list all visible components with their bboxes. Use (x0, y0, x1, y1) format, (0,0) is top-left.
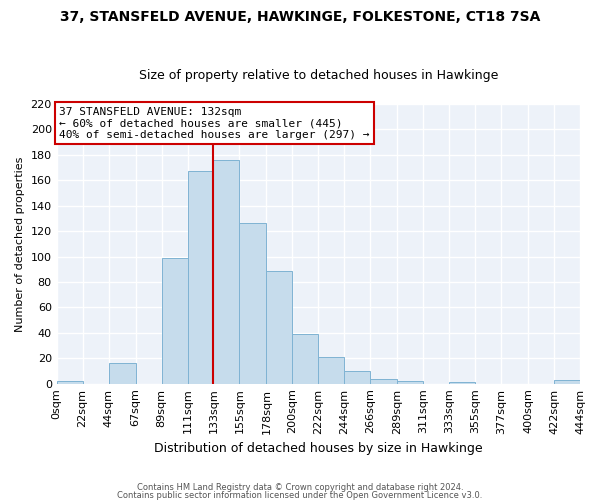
Text: Contains public sector information licensed under the Open Government Licence v3: Contains public sector information licen… (118, 490, 482, 500)
Bar (214, 160, 239, 384)
Bar (449, 382, 475, 384)
Bar (56, 381, 83, 384)
Bar (344, 371, 370, 384)
Bar (554, 380, 580, 384)
Text: Contains HM Land Registry data © Crown copyright and database right 2024.: Contains HM Land Registry data © Crown c… (137, 484, 463, 492)
Bar (266, 270, 292, 384)
Text: 37, STANSFELD AVENUE, HAWKINGE, FOLKESTONE, CT18 7SA: 37, STANSFELD AVENUE, HAWKINGE, FOLKESTO… (60, 10, 540, 24)
Bar (292, 334, 319, 384)
X-axis label: Distribution of detached houses by size in Hawkinge: Distribution of detached houses by size … (154, 442, 482, 455)
Bar (187, 172, 214, 384)
Text: 37 STANSFELD AVENUE: 132sqm
← 60% of detached houses are smaller (445)
40% of se: 37 STANSFELD AVENUE: 132sqm ← 60% of det… (59, 106, 370, 140)
Bar (161, 258, 187, 384)
Bar (109, 364, 136, 384)
Bar (319, 357, 344, 384)
Bar (370, 378, 397, 384)
Y-axis label: Number of detached properties: Number of detached properties (15, 156, 25, 332)
Title: Size of property relative to detached houses in Hawkinge: Size of property relative to detached ho… (139, 69, 498, 82)
Bar (397, 381, 423, 384)
Bar (239, 224, 266, 384)
